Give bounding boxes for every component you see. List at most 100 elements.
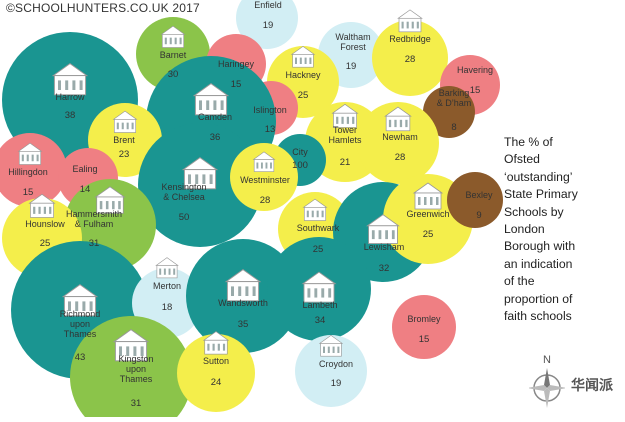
borough-name-line: Croydon <box>319 359 353 369</box>
borough-name-line: Merton <box>153 281 181 291</box>
borough-name: Greenwich <box>406 209 449 219</box>
borough-label-group: Hounslow 25 <box>25 193 65 249</box>
caption-line: The % of <box>504 135 553 149</box>
borough-bubble <box>236 0 298 49</box>
caption-line: of the <box>504 274 535 289</box>
borough-label-group: Haringey 15 <box>218 59 255 90</box>
borough-name-line: Islington <box>253 105 287 115</box>
borough-value: 28 <box>405 54 416 65</box>
church-icon <box>17 142 43 165</box>
borough-value: 100 <box>292 160 308 171</box>
borough-value: 15 <box>419 334 430 345</box>
church-icon <box>290 46 316 68</box>
borough-name-line: Bromley <box>407 314 441 324</box>
borough-value: 13 <box>265 124 276 135</box>
borough-value: 25 <box>40 238 51 249</box>
borough-label-group: City 100 <box>292 147 308 171</box>
borough-name-line: Westminster <box>240 175 290 185</box>
borough-name: Brent <box>113 135 135 145</box>
caption-line: ‘outstanding’ <box>504 169 573 184</box>
borough-name-line: Kensington <box>161 182 206 192</box>
borough-name: Hackney <box>285 70 321 80</box>
borough-name-line: Havering <box>457 65 493 75</box>
borough-name-line: upon <box>70 319 90 329</box>
borough-name: City <box>292 147 308 157</box>
borough-label-group: Tower Hamlets 21 <box>328 103 362 168</box>
borough-label-group: Islington 13 <box>253 105 287 135</box>
borough-name-line: Kingston <box>118 354 153 364</box>
borough-name: Richmond upon Thames <box>60 309 101 339</box>
borough-name-line: Enfield <box>254 0 282 10</box>
borough-name: Waltham Forest <box>335 32 370 52</box>
borough-bubble <box>177 334 255 412</box>
borough-name: Croydon <box>319 359 353 369</box>
borough-name: Barnet <box>160 50 187 60</box>
borough-label-group: Hammersmith & Fulham 31 <box>66 186 126 249</box>
borough-name-line: Redbridge <box>389 34 431 44</box>
borough-value: 25 <box>423 229 434 240</box>
church-icon <box>192 83 230 116</box>
church-icon <box>112 329 150 362</box>
caption-line: State Primary <box>504 187 578 202</box>
church-icon <box>301 271 337 303</box>
borough-name: Tower Hamlets <box>328 125 362 145</box>
borough-value: 23 <box>119 149 130 160</box>
church-icon <box>160 25 186 48</box>
church-icon <box>155 257 179 279</box>
borough-name: Barking & D’ham <box>437 88 472 108</box>
borough-value: 43 <box>75 352 86 363</box>
borough-name-line: & Fulham <box>75 219 114 229</box>
borough-value: 19 <box>331 378 342 389</box>
borough-name: Southwark <box>297 223 340 233</box>
borough-label-group: Kensington & Chelsea 50 <box>161 157 219 223</box>
borough-label-group: Enfield 19 <box>254 0 282 31</box>
borough-value: 25 <box>298 90 309 101</box>
borough-value: 32 <box>379 263 390 274</box>
borough-name: Kensington & Chelsea <box>161 182 206 202</box>
borough-name-line: Lewisham <box>364 242 405 252</box>
borough-name-line: Bexley <box>465 190 493 200</box>
church-icon <box>397 9 423 33</box>
copyright-text: ©SCHOOLHUNTERS.CO.UK 2017 <box>6 1 200 15</box>
borough-label-group: Redbridge 28 <box>389 9 431 65</box>
borough-label-group: Richmond upon Thames 43 <box>60 284 101 363</box>
borough-name-line: & Chelsea <box>163 192 205 202</box>
borough-name-line: Camden <box>198 112 232 122</box>
borough-name-line: Tower <box>333 125 357 135</box>
borough-name: Westminster <box>240 175 290 185</box>
borough-name-line: Barking <box>439 88 470 98</box>
borough-name-line: Lambeth <box>302 300 337 310</box>
borough-value: 35 <box>238 319 249 330</box>
borough-value: 36 <box>210 132 221 143</box>
borough-label-group: Sutton 24 <box>202 331 230 388</box>
church-icon <box>94 186 126 214</box>
borough-name: Bexley <box>465 190 493 200</box>
borough-name-line: Richmond <box>60 309 101 319</box>
borough-bubble <box>423 86 475 138</box>
borough-name: Lewisham <box>364 242 405 252</box>
borough-name: Redbridge <box>389 34 431 44</box>
borough-value: 25 <box>313 244 324 255</box>
caption-line: Schools by <box>504 204 564 219</box>
borough-value: 34 <box>315 315 326 326</box>
borough-name-line: Southwark <box>297 223 340 233</box>
borough-value: 38 <box>65 110 76 121</box>
borough-value: 31 <box>131 398 142 409</box>
borough-name: Wandsworth <box>218 298 268 308</box>
borough-label-group: Greenwich 25 <box>406 182 450 240</box>
church-icon <box>28 193 56 218</box>
borough-bubble <box>372 20 448 96</box>
borough-name: Kingston upon Thames <box>118 354 153 384</box>
borough-label-group: Camden 36 <box>192 83 232 143</box>
borough-bubble <box>230 143 298 211</box>
borough-label-group: Hackney 25 <box>285 46 321 101</box>
borough-name-line: Haringey <box>218 59 255 69</box>
label-layer: Harrow 38 Barnet 30 Enfield 19 Haringey 15 Walth… <box>8 0 493 409</box>
borough-value: 14 <box>80 184 91 195</box>
borough-label-group: Havering 15 <box>457 65 493 96</box>
borough-label-group: Lewisham 32 <box>364 214 405 274</box>
church-icon <box>318 335 344 357</box>
borough-label-group: Harrow 38 <box>51 63 89 121</box>
borough-name-line: Thames <box>64 329 97 339</box>
borough-label-group: Waltham Forest 19 <box>335 32 370 72</box>
